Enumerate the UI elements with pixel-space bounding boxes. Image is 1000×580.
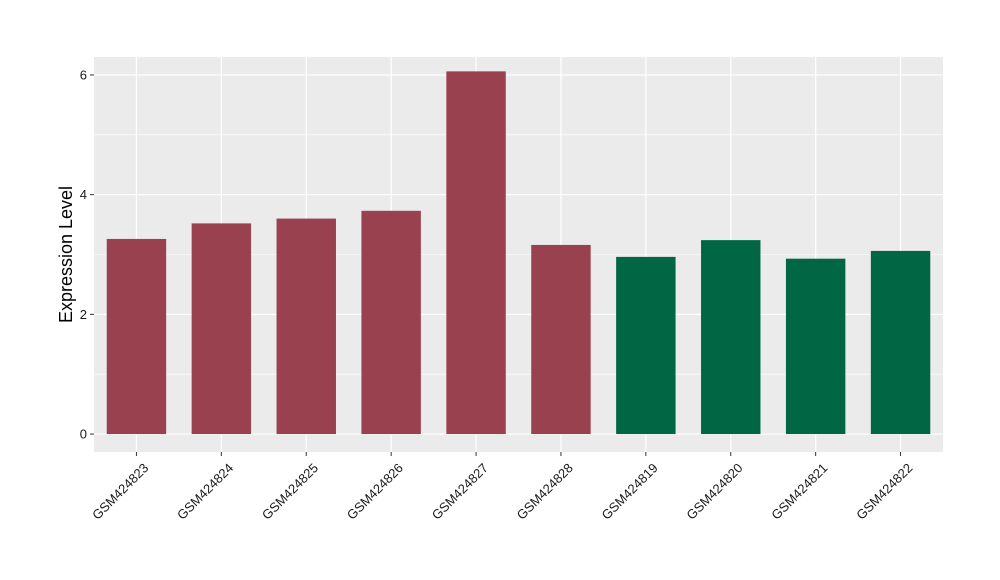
bar-GSM424823 <box>106 238 167 435</box>
bar-GSM424822 <box>870 250 931 435</box>
y-tick-label: 0 <box>80 427 87 442</box>
x-tick-label: GSM424822 <box>853 460 915 522</box>
x-tick-label: GSM424821 <box>768 460 830 522</box>
y-tick-label: 4 <box>80 187 87 202</box>
bar-GSM424820 <box>701 240 761 435</box>
x-tick-label: GSM424820 <box>683 460 745 522</box>
x-tick-label: GSM424819 <box>599 460 661 522</box>
x-tick-label: GSM424824 <box>174 460 236 522</box>
bar-GSM424819 <box>616 256 676 435</box>
x-tick-label: GSM424827 <box>429 460 491 522</box>
x-tick-label: GSM424823 <box>89 460 151 522</box>
bar-GSM424825 <box>276 218 336 435</box>
x-tick-label: GSM424826 <box>344 460 406 522</box>
x-tick-label: GSM424828 <box>514 460 576 522</box>
bar-GSM424824 <box>191 223 252 435</box>
x-axis: GSM424823 GSM424824 GSM424825 GSM424826 GSM4… <box>89 452 915 523</box>
bars <box>106 71 931 435</box>
bar-GSM424828 <box>531 244 591 435</box>
x-tick-label: GSM424825 <box>259 460 321 522</box>
bar-GSM424827 <box>446 71 506 435</box>
bar-GSM424826 <box>361 210 421 435</box>
y-axis: 0 2 4 6 <box>80 67 94 442</box>
y-tick-label: 6 <box>80 67 87 82</box>
y-tick-label: 2 <box>80 307 87 322</box>
bar-GSM424821 <box>785 258 846 435</box>
y-axis-title: Expression Level <box>56 186 76 323</box>
